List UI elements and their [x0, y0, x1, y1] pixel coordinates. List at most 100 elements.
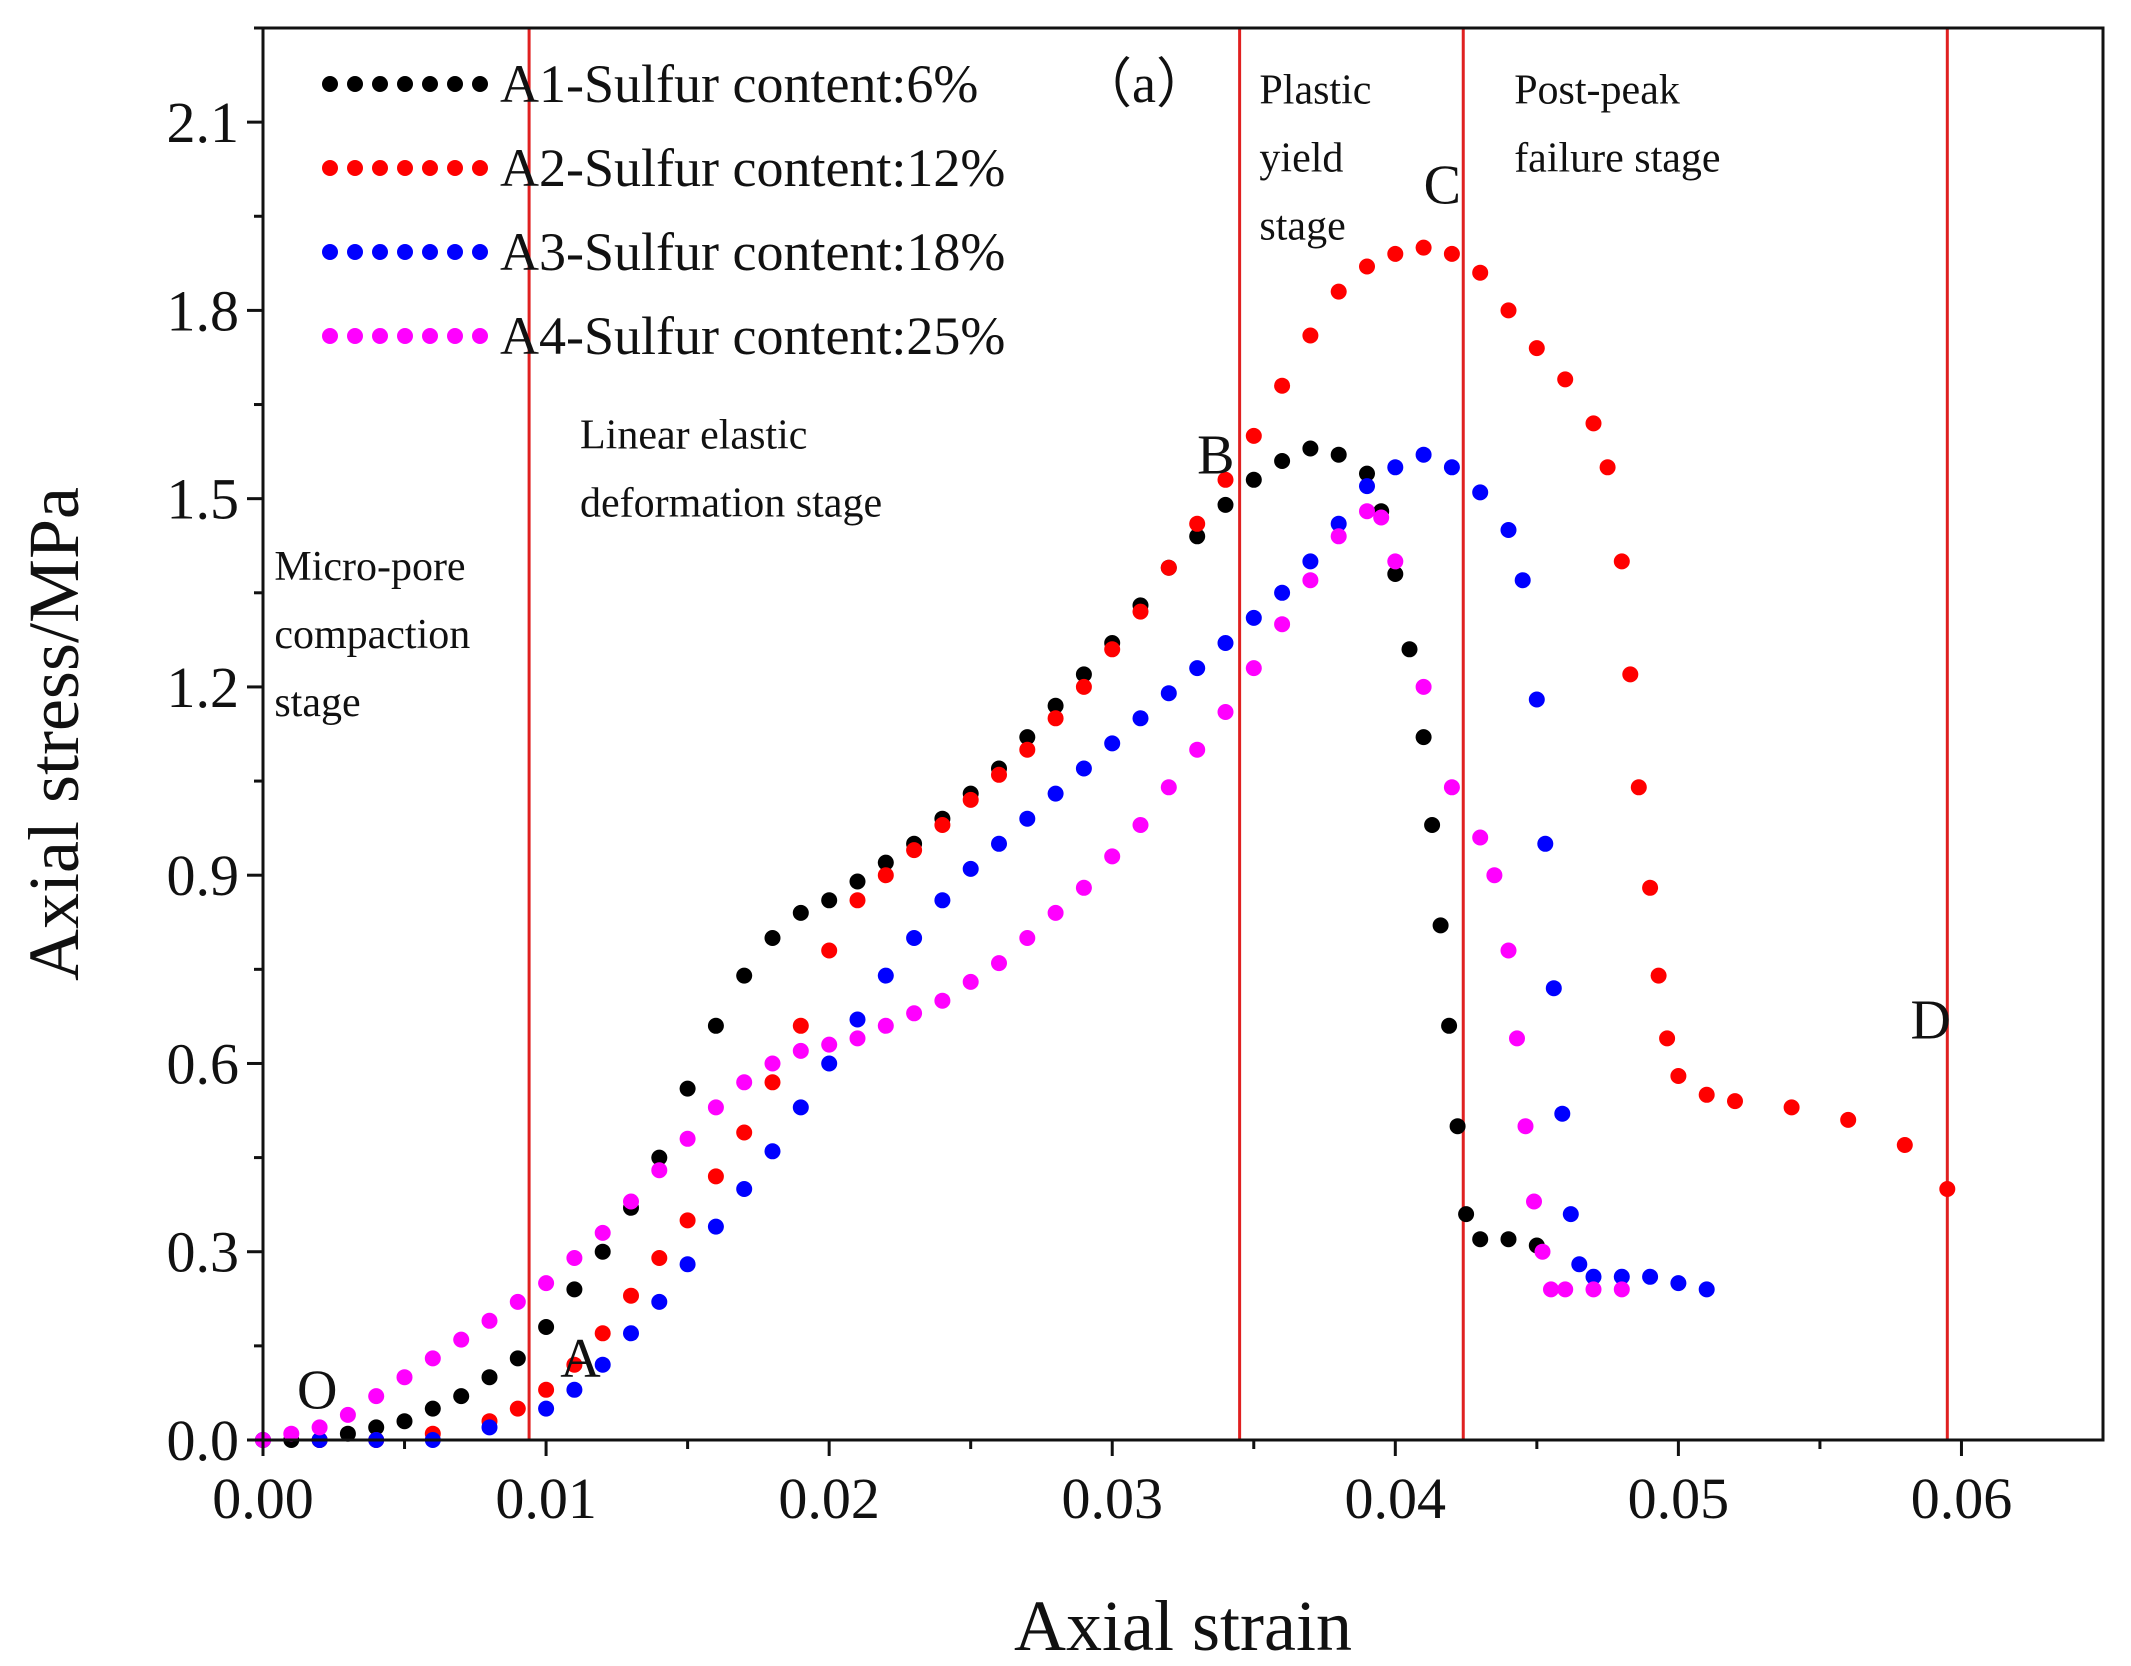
data-point [877, 1017, 894, 1034]
legend-marker [397, 76, 413, 92]
point-label-c: C [1424, 155, 1461, 217]
data-point [1650, 967, 1667, 984]
data-point [906, 1005, 923, 1022]
data-point [1585, 1281, 1602, 1298]
data-point [1104, 848, 1121, 865]
data-point [1330, 528, 1347, 545]
data-point [1939, 1181, 1956, 1197]
data-point [453, 1331, 470, 1348]
y-tick-label: 1.2 [167, 655, 240, 720]
data-point [283, 1425, 300, 1442]
stage-label-1-line-3: stage [274, 680, 360, 726]
legend-label: A2-Sulfur content:12% [500, 138, 1005, 198]
legend-marker [372, 328, 388, 344]
data-point [1359, 258, 1375, 275]
data-point [339, 1406, 356, 1423]
data-point [1630, 779, 1647, 796]
data-point [1274, 377, 1291, 394]
x-axis: 0.00 0.01 0.02 0.03 0.04 0.05 0.06 [212, 1440, 2012, 1531]
data-point [736, 1124, 753, 1141]
data-point [509, 1400, 526, 1417]
legend-marker [372, 76, 388, 92]
data-point [764, 1143, 781, 1160]
data-point [1458, 1206, 1475, 1223]
data-point [1500, 522, 1517, 538]
data-point [792, 1099, 809, 1116]
data-point [707, 1017, 724, 1034]
data-point [1449, 1118, 1466, 1135]
stage-label-1-line-2: compaction [274, 612, 470, 658]
legend-marker [447, 244, 463, 260]
data-point [1486, 867, 1503, 884]
data-point [1387, 245, 1404, 262]
data-series-layer [255, 239, 1956, 1448]
point-label-o: O [297, 1360, 337, 1422]
data-point [707, 1168, 724, 1185]
data-point [1443, 245, 1460, 262]
data-point [538, 1319, 555, 1335]
data-point [1189, 528, 1206, 545]
data-point [1075, 879, 1092, 896]
data-point [1500, 1231, 1517, 1248]
data-point [1160, 779, 1177, 796]
legend-entry-3: A3-Sulfur content:18% [322, 222, 1005, 282]
data-point [962, 860, 979, 877]
legend-entry-2: A2-Sulfur content:12% [322, 138, 1005, 198]
data-point [1075, 666, 1092, 683]
data-point [594, 1224, 611, 1241]
legend-marker [322, 244, 338, 260]
data-point [736, 1181, 753, 1197]
legend-marker [347, 244, 363, 260]
data-point [1534, 1243, 1551, 1260]
data-point [764, 1055, 781, 1072]
data-point [1160, 685, 1177, 702]
data-point [1047, 785, 1064, 802]
data-point [594, 1356, 611, 1373]
data-point [877, 854, 894, 871]
data-point [849, 1011, 866, 1028]
plot-frame [261, 26, 2105, 1442]
legend-label: A4-Sulfur content:25% [500, 306, 1005, 366]
data-point [1840, 1111, 1857, 1128]
data-point [339, 1425, 356, 1442]
data-point [934, 892, 951, 909]
stage-label-3-line-3: stage [1259, 203, 1345, 249]
data-point [1500, 942, 1517, 959]
legend-marker [422, 244, 438, 260]
data-point [792, 1017, 809, 1034]
data-point [1613, 1281, 1630, 1298]
data-point [1245, 660, 1262, 677]
x-tick-label: 0.03 [1061, 1466, 1163, 1531]
data-point [368, 1388, 385, 1405]
y-tick-label: 1.5 [167, 467, 240, 532]
data-point [1245, 609, 1262, 626]
legend-marker [347, 76, 363, 92]
legend-entry-1: A1-Sulfur content:6% [322, 54, 978, 114]
data-point [1019, 810, 1036, 827]
data-point [991, 955, 1007, 972]
data-point [1783, 1099, 1800, 1116]
data-point [424, 1400, 441, 1417]
data-point [1432, 917, 1449, 934]
data-point [792, 1042, 809, 1059]
data-point [1528, 691, 1545, 708]
data-point [623, 1287, 639, 1304]
x-tick-label: 0.02 [778, 1466, 880, 1531]
data-point [1401, 641, 1418, 658]
data-point [1245, 427, 1262, 444]
data-point [906, 930, 923, 946]
point-label-a: A [560, 1328, 601, 1390]
data-point [566, 1356, 583, 1373]
data-point [1545, 980, 1562, 997]
data-point [821, 1036, 838, 1053]
data-point [1585, 415, 1602, 432]
x-axis-title: Axial strain [1014, 1586, 1352, 1666]
legend-marker [472, 76, 488, 92]
data-point [1359, 503, 1375, 520]
data-point [1047, 710, 1064, 727]
data-point [1562, 1206, 1579, 1223]
y-tick-label: 0.6 [167, 1031, 240, 1096]
legend-marker [322, 160, 338, 176]
data-point [1500, 302, 1517, 319]
